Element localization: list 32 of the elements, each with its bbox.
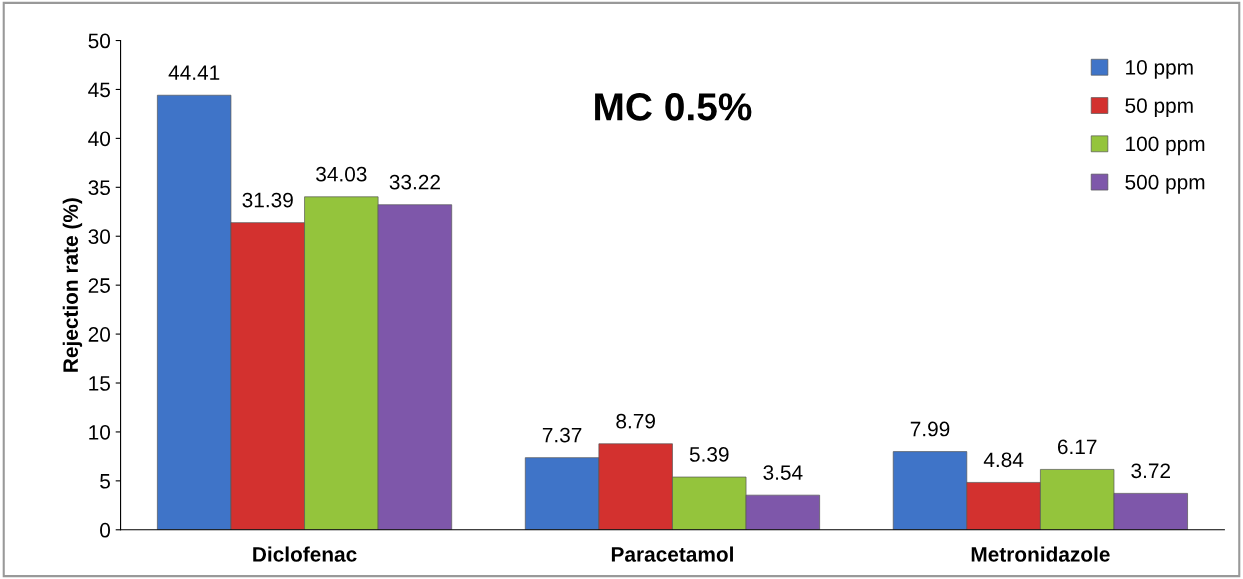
x-tick-label: Diclofenac [253, 546, 357, 562]
data-label: 7.99 [910, 421, 950, 437]
y-tick-label: 50 [88, 33, 111, 49]
data-label: 3.54 [763, 465, 803, 480]
data-label: 4.84 [983, 452, 1024, 468]
y-tick-label: 40 [88, 131, 111, 147]
y-tick-label: 5 [100, 474, 110, 489]
y-tick-label: 0 [100, 522, 111, 538]
data-label: 8.79 [616, 413, 655, 429]
data-label: 33.22 [389, 174, 440, 190]
legend-label: 10 ppm [1126, 59, 1193, 79]
data-label: 31.39 [242, 192, 293, 208]
y-tick-label: 10 [89, 424, 111, 440]
legend-label: 500 ppm [1125, 174, 1205, 194]
data-label: 34.03 [316, 166, 367, 182]
data-label: 3.72 [1131, 463, 1170, 479]
y-tick-label: 35 [88, 180, 110, 196]
data-label: 44.41 [168, 65, 220, 80]
data-label: 5.39 [689, 447, 729, 462]
y-tick-label: 25 [88, 278, 110, 293]
legend-label: 50 ppm [1125, 98, 1193, 118]
x-tick-label: Metronidazole [971, 546, 1110, 562]
data-label: 6.17 [1057, 439, 1097, 455]
text: MC 0.5% [595, 93, 752, 121]
y-tick-label: 30 [88, 229, 111, 244]
y-tick-label: 45 [88, 82, 110, 98]
y-axis-title: Rejection rate (%) [62, 198, 83, 372]
legend-label: 100 ppm [1126, 136, 1205, 156]
x-tick-label: Paracetamol [611, 546, 733, 562]
y-tick-label: 20 [88, 327, 111, 342]
data-label: 7.37 [542, 427, 582, 443]
y-tick-label: 15 [89, 376, 110, 391]
